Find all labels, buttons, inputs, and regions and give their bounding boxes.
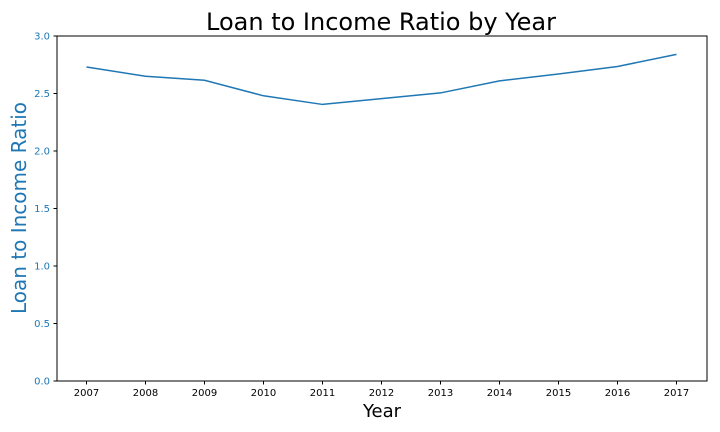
plot-area-frame (56, 35, 708, 382)
x-tick-label: 2012 (369, 388, 394, 399)
x-tick-label: 2007 (74, 388, 99, 399)
y-tick-label: 2.5 (34, 89, 50, 100)
y-tick-label: 1.5 (34, 204, 50, 215)
x-tick-label: 2014 (487, 388, 512, 399)
y-axis-label: Loan to Income Ratio (7, 102, 31, 314)
x-tick-label: 2010 (251, 388, 276, 399)
x-tick-label: 2008 (133, 388, 158, 399)
x-axis-label: Year (362, 401, 402, 422)
y-axis: 0.0 0.5 1.0 1.5 2.0 2.5 3.0 (34, 32, 57, 388)
y-tick-label: 0.5 (34, 319, 50, 330)
series-line (86, 53, 677, 106)
x-tick-label: 2017 (664, 388, 689, 399)
x-axis: 2007 2008 2009 2010 2011 2012 2013 2014 2015 2016… (74, 381, 689, 399)
y-tick-label: 1.0 (34, 262, 50, 273)
y-tick-label: 3.0 (34, 32, 50, 43)
x-tick-label: 2013 (428, 388, 453, 399)
x-tick-label: 2009 (192, 388, 217, 399)
x-tick-label: 2016 (605, 388, 630, 399)
y-tick-label: 2.0 (34, 147, 50, 158)
x-tick-label: 2011 (310, 388, 335, 399)
x-tick-label: 2015 (546, 388, 571, 399)
y-tick-label: 0.0 (34, 377, 50, 388)
chart-title: Loan to Income Ratio by Year (206, 8, 556, 36)
